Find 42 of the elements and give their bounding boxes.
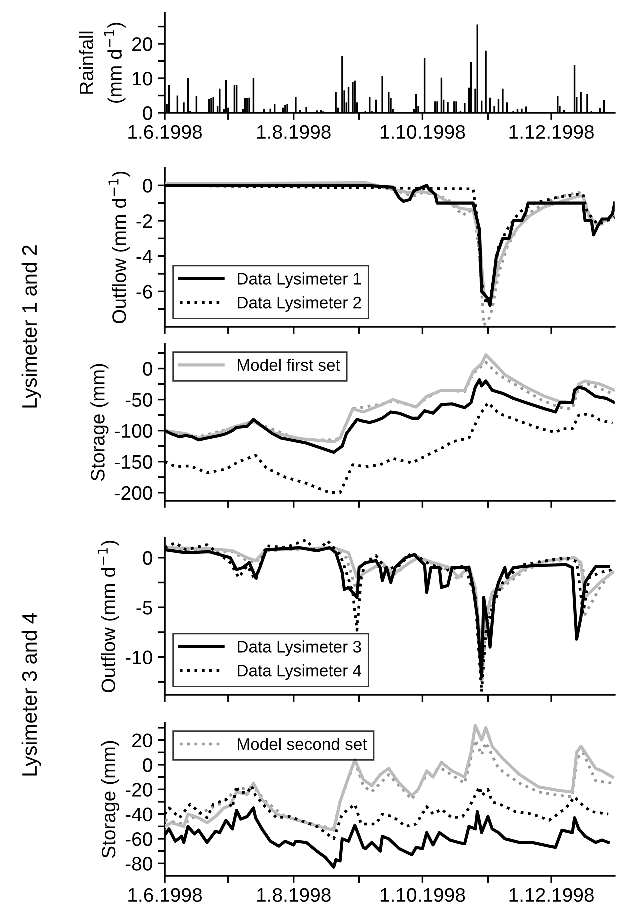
y-tick-label: 10: [133, 72, 152, 86]
y-tick-label: 0: [143, 362, 152, 376]
y-axis-title: Storage (mm): [101, 741, 120, 858]
y-tick-label: -5: [136, 601, 152, 615]
legend-label: Data Lysimeter 3: [238, 640, 362, 656]
y-tick-label: -150: [115, 455, 152, 470]
series-label: Model second set: [238, 738, 368, 750]
y-tick-label: -40: [126, 808, 152, 822]
y-tick-label: -4: [136, 250, 153, 264]
text: Lysimeter 1 and 2: [22, 246, 42, 408]
y-tick-label: 0: [143, 758, 152, 772]
y-tick-label: -10: [126, 650, 152, 665]
y-tick-label: -6: [136, 285, 152, 299]
x-tick-label: 1.12.1998: [510, 125, 594, 140]
y-axis-title: Rainfall (mm d$^{−1}$): [79, 23, 126, 104]
text: Lysimeter 3 and 4: [22, 613, 42, 776]
y-tick-label: -20: [126, 783, 152, 797]
y-tick-label: -200: [115, 486, 152, 500]
text: Model first set: [238, 358, 340, 372]
legend-label: Data Lysimeter 4: [238, 664, 362, 680]
y-axis-title: Outflow (mm d$^{−1}$): [98, 540, 120, 693]
legend-label: Data Lysimeter 1: [238, 272, 362, 288]
y-tick-label: -80: [126, 857, 152, 871]
x-tick-label: 1.8.1998: [257, 888, 331, 902]
y-tick-label: 20: [132, 38, 152, 52]
y-tick-label: 0: [143, 179, 152, 193]
x-tick-label: 1.10.1998: [380, 888, 466, 902]
legend-label: Data Lysimeter 2: [238, 296, 362, 312]
y-tick-label: -60: [126, 832, 152, 846]
y-axis-title: Storage (mm): [90, 364, 109, 481]
x-tick-label: 1.6.1998: [128, 888, 202, 902]
y-tick-label: 0: [143, 106, 152, 120]
y-tick-label: 0: [143, 551, 152, 566]
y-tick-label: 20: [132, 734, 152, 748]
x-tick-label: 1.12.1998: [510, 888, 594, 902]
y-tick-label: -100: [115, 424, 152, 438]
y-tick-label: -2: [136, 214, 152, 228]
x-tick-label: 1.8.1998: [257, 125, 331, 140]
y-axis-title: Outflow (mm d$^{−1}$): [108, 172, 130, 324]
x-tick-label: 1.10.1998: [380, 125, 466, 140]
x-tick-label: 1.6.1998: [128, 125, 202, 140]
y-tick-label: -50: [126, 393, 152, 408]
